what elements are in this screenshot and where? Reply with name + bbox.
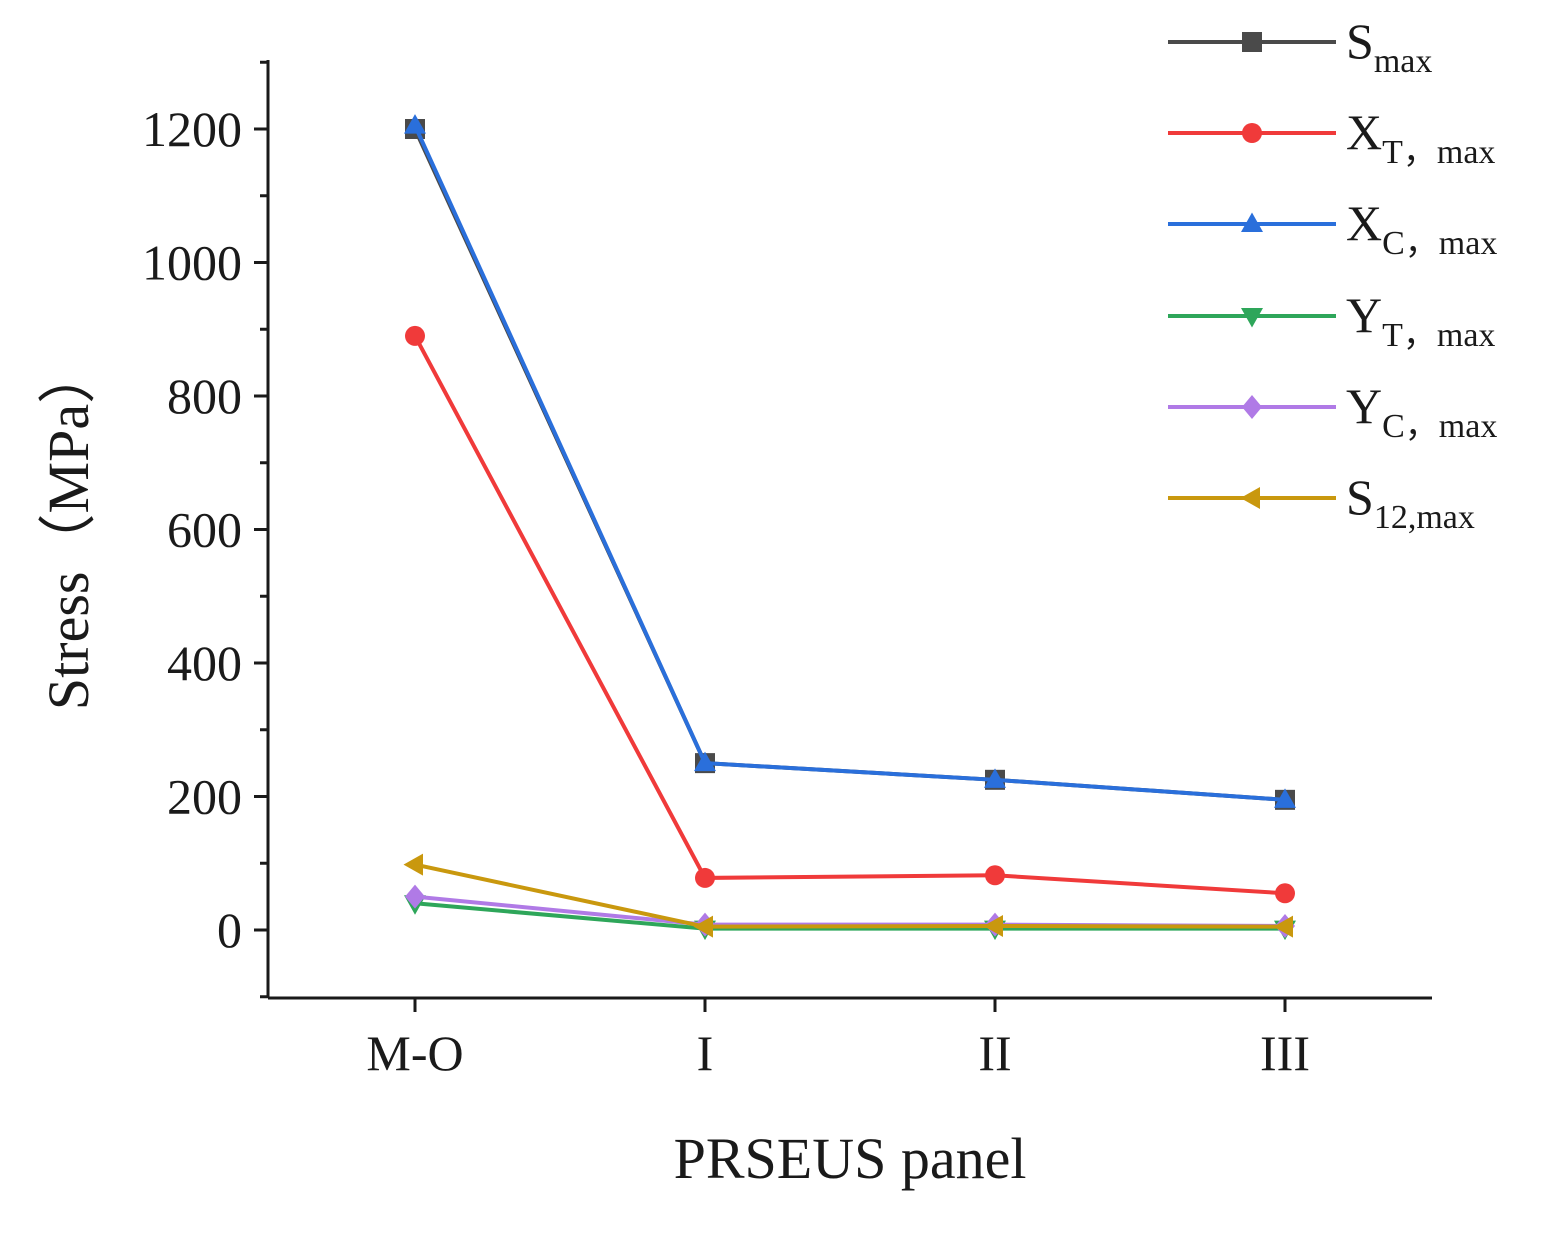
x-tick-label: M-O [366,1025,463,1081]
series-2 [404,114,1296,808]
legend-marker [1242,395,1262,419]
y-tick-label: 1000 [142,235,242,291]
legend-label: XC，max [1346,195,1497,262]
legend-marker [1242,123,1262,143]
y-tick-label: 600 [167,502,242,558]
legend-item: XC，max [1168,195,1497,262]
x-ticks: M-O I II III [366,998,1310,1081]
legend-item: YT，max [1168,287,1495,354]
data-point [984,768,1006,788]
y-tick-label: 200 [167,769,242,825]
data-point [694,751,716,772]
legend-label: Smax [1346,13,1432,80]
axes [266,60,1432,1000]
x-axis-title: PRSEUS panel [674,1126,1027,1191]
series-line [413,124,1286,802]
data-point [404,114,426,134]
legend-marker [1242,32,1262,52]
legend-item: S12,max [1168,469,1475,536]
series-0 [405,119,1295,810]
data-point [985,865,1005,886]
legend-marker [1241,212,1263,232]
legend-item: YC，max [1168,378,1497,445]
legend-label: YT，max [1346,287,1495,354]
data-point [403,853,423,876]
y-axis-title: Stress（MPa） [36,346,101,710]
series-3 [404,895,1296,941]
y-tick-label: 800 [167,368,242,424]
y-tick-label: 400 [167,635,242,691]
legend-marker [1240,487,1260,509]
data-point [405,325,425,346]
data-point [1275,883,1295,904]
legend-marker [1241,308,1263,328]
data-point [1274,788,1296,808]
series-line [414,901,1285,931]
series-1 [405,325,1295,904]
x-tick-label: III [1260,1025,1310,1081]
series [403,114,1296,941]
legend: Smax XT，max XC，max YT，max YC，max S12,max [1168,13,1497,536]
x-tick-label: II [978,1025,1011,1081]
data-point [1273,915,1293,938]
series-line [413,334,1286,896]
legend-label: XT，max [1346,104,1495,171]
data-point [693,915,713,938]
series-5 [403,853,1293,938]
y-tick-label: 1200 [142,101,242,157]
series-line [414,862,1286,929]
legend-label: S12,max [1346,469,1475,536]
x-tick-label: I [697,1025,714,1081]
series-line [414,894,1286,928]
y-tick-label: 0 [217,902,242,958]
series-line [413,128,1286,802]
y-ticks: 0 200 400 600 800 1000 1200 [142,60,268,999]
legend-item: Smax [1168,13,1432,80]
data-point [405,884,425,909]
legend-item: XT，max [1168,104,1495,171]
data-point [695,867,715,888]
legend-label: YC，max [1346,378,1497,445]
data-point [983,914,1003,937]
